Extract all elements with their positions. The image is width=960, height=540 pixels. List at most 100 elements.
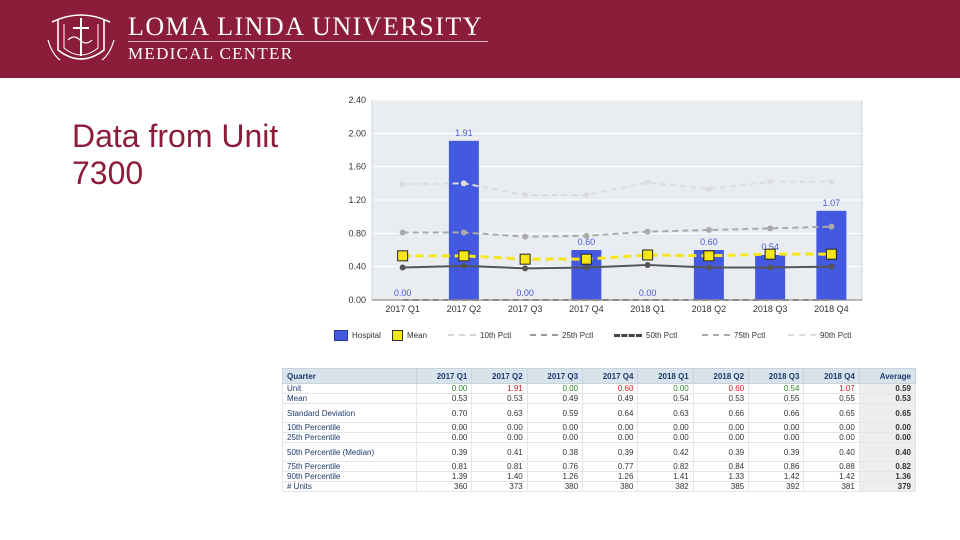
bar-value-label: 0.54 — [761, 242, 779, 252]
table-cell: 0.00 — [526, 422, 584, 433]
table-header-cell: Average — [858, 368, 917, 384]
table-cell: 0.66 — [748, 403, 805, 423]
table-header-cell: 2017 Q2 — [471, 368, 528, 384]
org-subtitle: MEDICAL CENTER — [128, 44, 294, 63]
table-cell: 1.40 — [471, 471, 528, 482]
table-cell: 1.33 — [692, 471, 750, 482]
table-header-cell: 2017 Q3 — [526, 368, 584, 384]
table-cell: 381 — [803, 481, 860, 492]
table-row: 50th Percentile (Median) 0.39 0.41 0.38 0.39… — [281, 442, 917, 462]
75th-pctl-point — [767, 225, 774, 232]
legend-swatch-p90 — [788, 334, 816, 336]
table-cell: 1.42 — [748, 471, 805, 482]
table-cell: 0.63 — [637, 403, 694, 423]
table-cell: 0.77 — [582, 461, 639, 472]
average-cell: 0.82 — [858, 461, 917, 472]
bar-value-label: 0.00 — [639, 288, 657, 298]
row-label: 10th Percentile — [281, 422, 418, 433]
50th-pctl-point — [828, 263, 835, 270]
table-cell: 0.00 — [692, 432, 750, 443]
average-cell: 0.65 — [858, 403, 917, 423]
legend-swatch-p25 — [530, 334, 558, 336]
table-row: Mean 0.53 0.53 0.49 0.49 0.54 0.53 0.55 0.55 0.53 — [281, 393, 917, 404]
75th-pctl-point — [828, 223, 835, 230]
hospital-bar — [448, 140, 479, 300]
bar-value-label: 0.60 — [700, 237, 718, 247]
legend-label-p50: 50th Pctl — [646, 330, 678, 340]
50th-pctl-point — [705, 264, 712, 271]
bar-value-label: 1.91 — [455, 128, 473, 138]
75th-pctl-point — [399, 229, 406, 236]
table-cell: 1.26 — [582, 471, 639, 482]
table-cell: 0.55 — [803, 393, 860, 404]
50th-pctl-line — [402, 263, 832, 270]
legend-swatch-p10 — [448, 334, 476, 336]
org-name: LOMA LINDA UNIVERSITY — [128, 12, 484, 41]
legend-hospital: Hospital — [334, 327, 381, 343]
75th-pctl-line — [402, 225, 832, 238]
average-cell: 0.59 — [858, 383, 917, 394]
table-cell: 380 — [582, 481, 639, 492]
table-cell: 0.40 — [803, 442, 860, 462]
table-cell: 380 — [526, 481, 584, 492]
legend-label-p75: 75th Pctl — [734, 330, 766, 340]
table-cell: 0.86 — [748, 461, 805, 472]
mean-marker — [764, 248, 776, 260]
table-cell: 0.70 — [416, 403, 473, 423]
table-cell: 0.00 — [748, 432, 805, 443]
row-label: 75th Percentile — [281, 461, 418, 472]
bar-value-label: 0.00 — [394, 288, 412, 298]
90th-pctl-line — [402, 180, 832, 196]
table-cell: 1.07 — [803, 383, 860, 394]
table-header-cell: 2018 Q2 — [692, 368, 750, 384]
statistics-table: Quarter 2017 Q1 2017 Q2 2017 Q3 2017 Q4 2018 … — [281, 368, 917, 492]
average-cell: 379 — [858, 481, 917, 492]
mean-marker — [458, 250, 470, 262]
average-cell: 0.00 — [858, 432, 917, 443]
row-label: 50th Percentile (Median) — [281, 442, 418, 462]
table-cell: 0.00 — [582, 422, 639, 433]
x-tick-label: 2017 Q2 — [447, 304, 482, 314]
x-tick-label: 2018 Q3 — [753, 304, 788, 314]
legend-mean: Mean — [392, 327, 427, 343]
table-row: 75th Percentile 0.81 0.81 0.76 0.77 0.82 0.84 0… — [281, 461, 917, 472]
table-header-cell: 2017 Q4 — [582, 368, 639, 384]
90th-pctl-point — [460, 180, 467, 187]
table-header-row: Quarter 2017 Q1 2017 Q2 2017 Q3 2017 Q4 2018 … — [281, 368, 917, 384]
75th-pctl-point — [460, 229, 467, 236]
table-cell: 0.41 — [471, 442, 528, 462]
table-cell: 0.55 — [748, 393, 805, 404]
average-cell: 1.36 — [858, 471, 917, 482]
table-cell: 0.00 — [471, 432, 528, 443]
table-cell: 382 — [637, 481, 694, 492]
average-cell: 0.00 — [858, 422, 917, 433]
table-cell: 0.00 — [637, 422, 694, 433]
bar-value-label: 1.07 — [823, 198, 841, 208]
table-row: # Units 360 373 380 380 382 385 392 381 379 — [281, 481, 917, 492]
y-tick-label: 0.40 — [348, 262, 366, 272]
table-cell: 0.81 — [471, 461, 528, 472]
row-label: 25th Percentile — [281, 432, 418, 443]
table-cell: 0.53 — [471, 393, 528, 404]
header-banner: LOMA LINDA UNIVERSITY MEDICAL CENTER — [0, 0, 960, 78]
90th-pctl-point — [399, 181, 406, 188]
50th-pctl-point — [399, 264, 406, 271]
50th-pctl-point — [522, 265, 529, 272]
50th-pctl-point — [460, 262, 467, 269]
table-cell: 0.39 — [748, 442, 805, 462]
90th-pctl-point — [583, 192, 590, 198]
slide-title: Data from Unit 7300 — [72, 118, 279, 191]
table-cell: 0.64 — [582, 403, 639, 423]
row-label: Mean — [281, 393, 418, 404]
legend-label-mean: Mean — [407, 330, 428, 340]
x-tick-label: 2018 Q4 — [814, 304, 849, 314]
row-label: Unit — [281, 383, 418, 394]
table-cell: 0.00 — [526, 383, 584, 394]
table-cell: 0.39 — [416, 442, 473, 462]
average-cell: 0.53 — [858, 393, 917, 404]
table-cell: 0.00 — [803, 422, 860, 433]
mean-marker — [580, 253, 592, 265]
table-cell: 0.82 — [637, 461, 694, 472]
university-seal-icon — [47, 14, 115, 61]
legend-p50: 50th Pctl — [614, 327, 677, 343]
